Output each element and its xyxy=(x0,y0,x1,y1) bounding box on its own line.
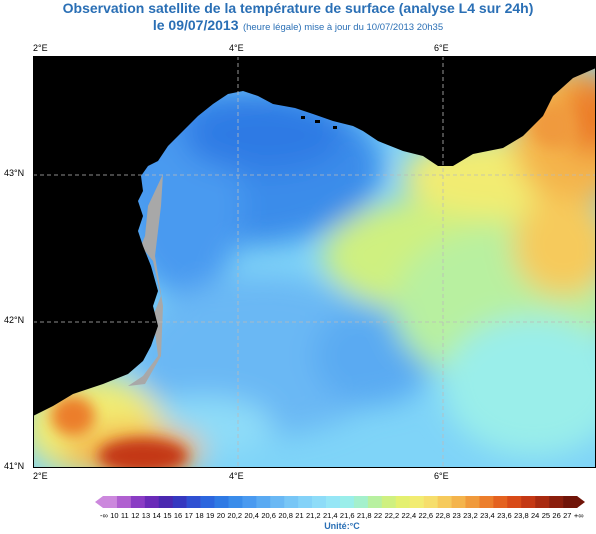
left-tick-42n: 42°N xyxy=(4,315,25,325)
colorbar-tick-label: 24 xyxy=(531,511,540,520)
colorbar-cell xyxy=(340,496,355,508)
colorbar-cell xyxy=(284,496,299,508)
temperature-colorbar xyxy=(95,496,585,508)
colorbar-tick-label: 22,8 xyxy=(435,511,451,520)
colorbar-tick-label: 18 xyxy=(195,511,204,520)
colorbar-cell xyxy=(256,496,271,508)
colorbar-cell xyxy=(563,496,578,508)
colorbar-tick-label: 21,4 xyxy=(322,511,338,520)
colorbar-tick-label: 10 xyxy=(110,511,119,520)
bottom-tick-4e: 4°E xyxy=(229,471,244,481)
observation-date: le 09/07/2013 xyxy=(152,17,239,33)
left-tick-43n: 43°N xyxy=(4,168,25,178)
colorbar-tick-label: 21,2 xyxy=(305,511,321,520)
colorbar-cell xyxy=(367,496,383,508)
unit-label: Unité:°C xyxy=(324,521,360,531)
colorbar-tick-label: 14 xyxy=(152,511,161,520)
colorbar-max-arrow xyxy=(577,496,585,508)
colorbar-cell xyxy=(172,496,187,508)
colorbar-cell xyxy=(423,496,438,508)
colorbar-cell xyxy=(521,496,536,508)
colorbar-cell xyxy=(186,496,201,508)
colorbar-tick-label: -∞ xyxy=(100,511,108,520)
colorbar-cell xyxy=(451,496,466,508)
colorbar-cell xyxy=(437,496,452,508)
colorbar-tick-label: 21,8 xyxy=(356,511,372,520)
colorbar-cell xyxy=(312,496,327,508)
colorbar-labels: -∞ 10 11 12 13 14 15 16 17 18 19 20 20,2 20,4 20,6 20,8… xyxy=(100,511,584,520)
colorbar-tick-label: 20,8 xyxy=(278,511,293,520)
map-subtitle: le 09/07/2013 (heure légale) mise à jour… xyxy=(0,17,596,36)
colorbar-cell xyxy=(353,496,369,508)
colorbar-tick-label: 25 xyxy=(541,511,551,520)
colorbar-tick-label: 15 xyxy=(163,511,172,520)
colorbar-cell xyxy=(270,496,285,508)
colorbar-cell xyxy=(381,496,397,508)
colorbar-tick-label: 27 xyxy=(563,511,572,520)
coastline-land xyxy=(33,56,596,416)
colorbar-tick-label: 22,2 xyxy=(384,511,400,520)
left-tick-41n: 41°N xyxy=(4,461,25,471)
colorbar-tick-label: 17 xyxy=(184,511,193,520)
colorbar-cell xyxy=(130,496,146,508)
colorbar-cell xyxy=(158,496,173,508)
colorbar-tick-label: 23,6 xyxy=(497,511,512,520)
bottom-tick-2e: 2°E xyxy=(33,471,48,481)
colorbar-tick-label: 22,6 xyxy=(418,511,434,520)
colorbar-cell xyxy=(535,496,550,508)
colorbar-tick-label: 20 xyxy=(216,511,226,520)
colorbar-tick-label: +∞ xyxy=(573,511,584,520)
update-info: (heure légale) mise à jour du 10/07/2013… xyxy=(242,22,444,33)
colorbar-tick-label: 23,8 xyxy=(514,511,529,520)
top-tick-2e: 2°E xyxy=(33,43,48,53)
colorbar-tick-label: 23,2 xyxy=(463,511,478,520)
colorbar-tick-label: 19 xyxy=(206,511,215,520)
colorbar-tick-label: 21 xyxy=(295,511,304,520)
colorbar-cell xyxy=(103,496,118,508)
colorbar-tick-label: 26 xyxy=(552,511,561,520)
sea-temperature-map xyxy=(33,56,596,468)
colorbar-cell xyxy=(298,496,313,508)
colorbar-cell xyxy=(409,496,424,508)
top-tick-6e: 6°E xyxy=(434,43,449,53)
colorbar-cell xyxy=(144,496,160,508)
colorbar-tick-label: 11 xyxy=(120,511,129,520)
coastal-islands xyxy=(301,116,337,129)
colorbar-cell xyxy=(116,496,132,508)
colorbar-cell xyxy=(200,496,215,508)
colorbar-tick-label: 16 xyxy=(173,511,183,520)
bottom-tick-6e: 6°E xyxy=(434,471,449,481)
colorbar-tick-label: 13 xyxy=(141,511,151,520)
colorbar-cell xyxy=(493,496,508,508)
graticule xyxy=(33,56,596,468)
colorbar-cell xyxy=(507,496,522,508)
colorbar-min-arrow xyxy=(95,496,103,508)
colorbar-tick-label: 21,6 xyxy=(339,511,355,520)
coastal-fringe xyxy=(128,174,163,386)
map-title: Observation satellite de la température … xyxy=(62,0,534,16)
colorbar-cell xyxy=(214,496,229,508)
colorbar-tick-label: 22 xyxy=(373,511,383,520)
colorbar-tick-label: 22,4 xyxy=(401,511,417,520)
colorbar-cell xyxy=(479,496,494,508)
colorbar-cell xyxy=(395,496,410,508)
colorbar-tick-label: 20,2 xyxy=(227,511,243,520)
colorbar-tick-label: 23,4 xyxy=(480,511,495,520)
colorbar-tick-label: 20,6 xyxy=(261,511,276,520)
colorbar-cell xyxy=(326,496,341,508)
colorbar-cell xyxy=(242,496,257,508)
colorbar-cell xyxy=(465,496,480,508)
top-tick-4e: 4°E xyxy=(229,43,244,53)
colorbar-tick-label: 23 xyxy=(452,511,461,520)
colorbar-cell xyxy=(228,496,243,508)
colorbar-tick-label: 12 xyxy=(131,511,140,520)
colorbar-tick-label: 20,4 xyxy=(244,511,259,520)
colorbar-cell xyxy=(549,496,564,508)
